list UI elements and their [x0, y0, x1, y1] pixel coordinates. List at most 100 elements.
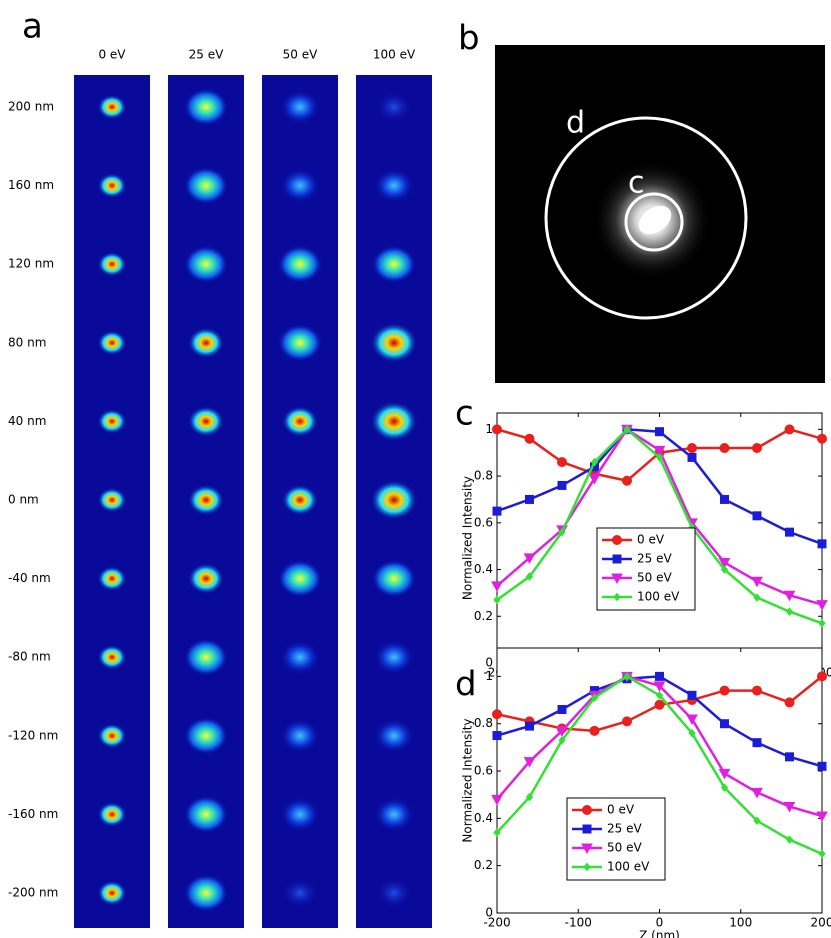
spot — [372, 559, 416, 598]
marker — [491, 581, 503, 592]
spot — [282, 406, 318, 437]
marker — [655, 671, 664, 681]
spot — [184, 795, 228, 834]
marker — [590, 457, 599, 467]
spot — [374, 168, 414, 203]
marker — [493, 828, 501, 837]
row-label: 200 nm — [8, 100, 54, 114]
spot — [280, 718, 320, 753]
spot — [374, 640, 414, 675]
spot — [280, 640, 320, 675]
marker — [718, 558, 731, 569]
marker — [687, 452, 697, 462]
row-label: -80 nm — [8, 650, 51, 664]
y-axis-label: Normalized Intensity — [461, 476, 475, 600]
marker — [720, 783, 729, 792]
marker — [655, 427, 664, 437]
marker — [589, 725, 600, 736]
x-tick-label: 200 — [811, 916, 831, 930]
marker — [720, 719, 729, 729]
legend-marker — [611, 573, 623, 585]
marker — [622, 475, 632, 486]
outer-ring — [544, 116, 748, 320]
marker — [558, 736, 566, 745]
legend-label: 0 eV — [607, 803, 635, 817]
marker — [817, 671, 827, 682]
marker — [557, 480, 567, 490]
marker — [622, 716, 632, 727]
spot — [97, 566, 127, 591]
spot — [188, 563, 224, 594]
panel-label: c — [455, 394, 474, 434]
spot — [278, 559, 322, 598]
y-tick-label: 1 — [485, 422, 493, 436]
panel-label: a — [22, 7, 43, 47]
glow-core — [638, 205, 672, 235]
marker — [523, 757, 536, 768]
x-tick-label: -100 — [565, 916, 592, 930]
marker — [525, 721, 534, 731]
marker — [590, 693, 599, 702]
spot — [376, 877, 412, 909]
legend-marker — [613, 592, 621, 602]
spot — [97, 644, 127, 670]
marker — [556, 726, 568, 737]
legend-label: 50 eV — [607, 841, 642, 855]
marker — [816, 600, 828, 611]
inner-ring — [624, 192, 684, 252]
spot — [188, 327, 224, 359]
spot — [97, 487, 127, 513]
y-tick-label: 0 — [485, 656, 493, 670]
row-label: 80 nm — [8, 335, 46, 349]
marker — [492, 731, 502, 741]
y-tick-label: 0.8 — [474, 469, 493, 483]
y-tick-label: 0.6 — [474, 764, 493, 778]
y-tick-label: 0.2 — [474, 609, 493, 623]
spot — [188, 406, 224, 437]
spot — [97, 880, 127, 906]
row-label: 160 nm — [8, 178, 54, 192]
row-label: -120 nm — [8, 728, 58, 742]
spot — [184, 717, 228, 755]
marker — [784, 424, 795, 435]
column-label: 25 eV — [189, 48, 224, 62]
spot — [282, 877, 318, 909]
marker — [784, 697, 795, 708]
row-label: -40 nm — [8, 571, 51, 585]
marker — [655, 453, 664, 462]
marker — [720, 565, 729, 574]
marker — [687, 443, 697, 454]
marker — [816, 811, 828, 823]
marker — [817, 761, 827, 771]
y-tick-label: 0.8 — [474, 716, 493, 730]
row-label: 40 nm — [8, 414, 46, 428]
marker — [785, 835, 794, 844]
legend-marker — [612, 554, 622, 564]
spot — [97, 330, 127, 356]
spot — [372, 245, 416, 283]
marker — [655, 691, 664, 700]
spot — [97, 94, 127, 120]
y-axis-label: Normalized Intensity — [461, 718, 475, 842]
marker — [817, 433, 827, 444]
marker — [688, 728, 696, 738]
spot — [370, 401, 418, 442]
marker — [785, 752, 794, 762]
marker — [752, 443, 762, 454]
marker — [525, 494, 534, 504]
spot — [374, 797, 414, 832]
legend-marker — [582, 805, 592, 815]
spot — [278, 245, 322, 283]
y-tick-label: 0.6 — [474, 515, 493, 529]
legend-marker — [583, 862, 591, 872]
legend-marker — [581, 843, 593, 855]
legend-label: 100 eV — [637, 590, 680, 604]
marker — [588, 473, 601, 485]
marker — [623, 425, 631, 434]
marker — [623, 672, 631, 681]
marker — [493, 595, 501, 605]
spot — [370, 480, 418, 520]
y-tick-label: 0 — [485, 906, 493, 920]
marker — [686, 714, 698, 726]
